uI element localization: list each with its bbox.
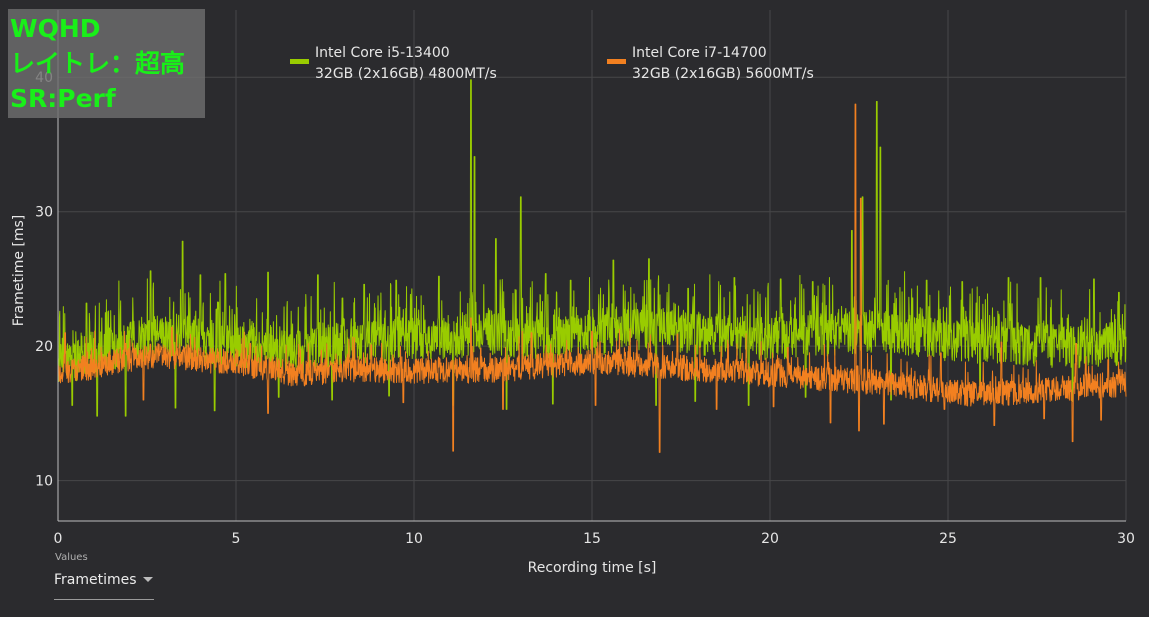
legend-name-2: Intel Core i7-14700 (632, 45, 767, 61)
y-tick-label-1: 20 (35, 339, 53, 355)
x-tick-label-0: 0 (54, 531, 63, 547)
grid-lines (58, 10, 1127, 521)
settings-overlay (8, 9, 205, 118)
x-axis-label: Recording time [s] (528, 560, 657, 576)
x-tick-label-2: 10 (405, 531, 423, 547)
legend: Intel Core i5-13400 32GB (2x16GB) 4800MT/… (290, 45, 814, 82)
x-tick-label-3: 15 (583, 531, 601, 547)
chevron-down-icon (143, 577, 153, 582)
legend-swatch-2 (607, 59, 626, 64)
x-tick-label-6: 30 (1117, 531, 1135, 547)
legend-memory-2: 32GB (2x16GB) 5600MT/s (632, 66, 814, 82)
y-axis-label: Frametime [ms] (11, 215, 27, 327)
axes: 05101520253010203040Recording time [s]Fr… (11, 10, 1135, 576)
x-tick-label-5: 25 (939, 531, 957, 547)
overlay-raytracing: レイトレ：超高 (10, 49, 186, 78)
x-tick-label-4: 20 (761, 531, 779, 547)
values-caption: Values (55, 552, 88, 563)
values-dropdown-label: Frametimes (54, 572, 137, 588)
overlay-resolution: WQHD (10, 14, 101, 43)
overlay-upscaler: SR:Perf (10, 84, 116, 113)
series-line-1 (57, 79, 1127, 417)
plot-area (57, 79, 1127, 453)
legend-memory-1: 32GB (2x16GB) 4800MT/s (315, 66, 497, 82)
values-dropdown[interactable]: Frametimes (54, 568, 154, 600)
y-tick-label-0: 10 (35, 474, 53, 490)
series-line-2 (57, 103, 1127, 453)
legend-swatch-1 (290, 59, 309, 64)
legend-name-1: Intel Core i5-13400 (315, 45, 450, 61)
x-tick-label-1: 5 (232, 531, 241, 547)
y-tick-label-2: 30 (35, 205, 53, 221)
